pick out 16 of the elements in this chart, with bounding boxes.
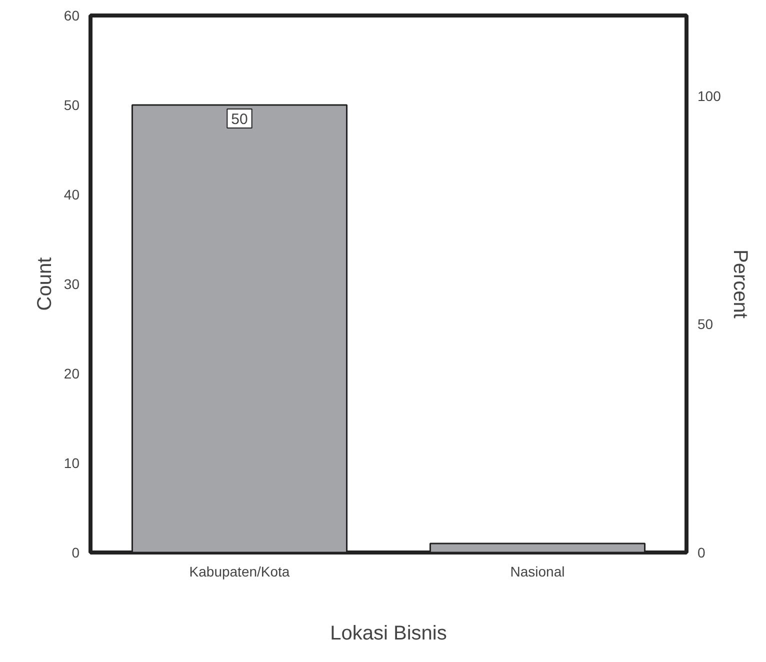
y-tick-label: 40 [64,186,80,202]
y2-tick-label: 50 [698,316,714,332]
y-tick-label: 10 [64,455,80,471]
x-tick-label: Nasional [510,564,565,580]
y-tick-label: 30 [64,276,80,292]
x-axis-title: Lokasi Bisnis [330,622,447,644]
y-tick-label: 0 [72,544,80,560]
y-tick-label: 20 [64,366,80,382]
y2-tick-label: 0 [698,544,706,560]
data-label: 50 [231,111,248,128]
y2-axis-title: Percent [728,250,751,319]
y-axis-title: Count [34,256,56,311]
y-tick-label: 60 [64,8,80,24]
y2-tick-label: 100 [698,88,722,104]
x-tick-label: Kabupaten/Kota [189,564,290,580]
y-tick-label: 50 [64,97,80,113]
